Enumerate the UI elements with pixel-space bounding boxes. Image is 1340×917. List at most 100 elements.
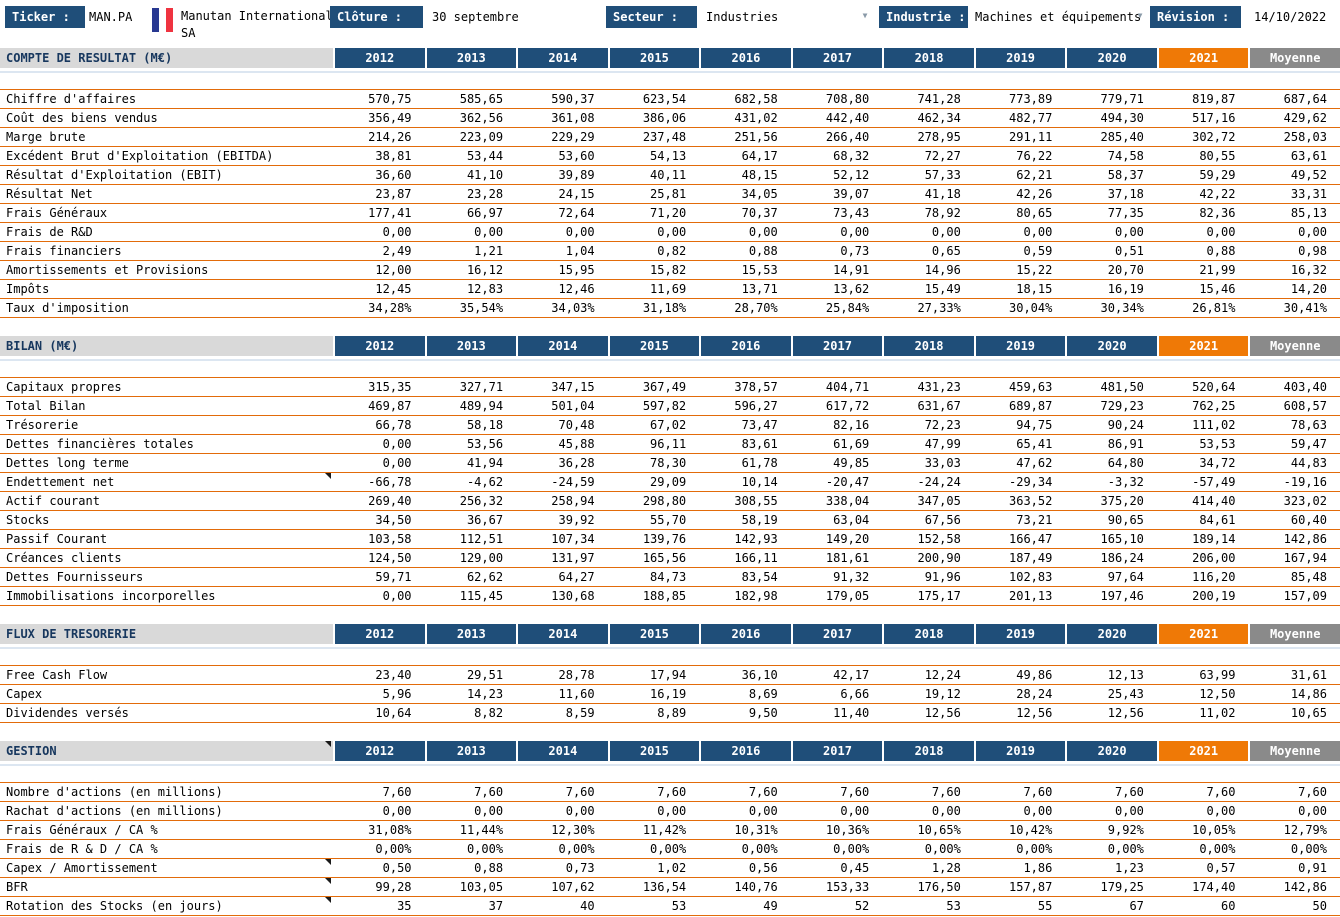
value-cell: 12,24 [924,668,961,682]
value-cell: 0,00 [1206,225,1236,239]
value-cell: 11,42% [642,823,687,837]
value-cell: 60,40 [1290,513,1327,527]
value-cell: 327,71 [459,380,504,394]
value-cell: 25,81 [650,187,687,201]
ticker-value: MAN.PA [89,10,133,24]
value-cell: 11,40 [833,706,870,720]
value-cell: 53,53 [1199,437,1236,451]
section-title: GESTION [0,741,333,761]
value-cell: 29,09 [650,475,687,489]
value-cell: 0,00 [1023,225,1053,239]
value-cell: 0,00 [382,456,412,470]
table-row: Frais Généraux 177,41 66,97 72,64 71,20 70,37… [0,204,1340,223]
value-cell: 0,00 [1115,225,1144,239]
value-cell: 0,00 [1115,804,1144,818]
value-cell: 37 [488,899,504,913]
value-cell: 291,11 [1009,130,1053,144]
value-cell: 124,50 [368,551,412,565]
value-cell: 129,00 [459,551,504,565]
section-divider [0,359,1340,361]
row-label: Amortissements et Provisions [6,263,209,277]
value-cell: 590,37 [551,92,595,106]
value-cell: 16,19 [650,687,687,701]
value-cell: 459,63 [1009,380,1053,394]
value-cell: 442,40 [825,111,870,125]
value-cell: 115,45 [459,589,504,603]
value-cell: 41,94 [466,456,504,470]
value-cell: 47,62 [1016,456,1053,470]
column-header: 2020 [1065,624,1157,644]
value-cell: 0,00 [565,225,595,239]
column-header: 2021 [1156,336,1249,356]
value-cell: 1,21 [474,244,504,258]
value-cell: 9,50 [748,706,778,720]
table-row: Capex 5,96 14,23 11,60 16,19 8,69 6,66 19,12 28,… [0,685,1340,704]
value-cell: 0,00 [748,225,778,239]
value-cell: 12,45 [375,282,412,296]
column-header: 2015 [607,741,700,761]
value-cell: 8,69 [748,687,778,701]
value-cell: 152,58 [917,532,961,546]
value-cell: 68,32 [833,149,870,163]
section-divider [0,764,1340,766]
value-cell: 7,60 [382,785,412,799]
value-cell: 15,49 [924,282,961,296]
row-label: Capitaux propres [6,380,122,394]
value-cell: 12,13 [1107,668,1144,682]
value-cell: 44,83 [1290,456,1327,470]
comment-marker-icon [325,878,331,884]
value-cell: 48,15 [741,168,778,182]
value-cell: 8,89 [657,706,687,720]
value-cell: 689,87 [1009,399,1053,413]
value-cell: 90,24 [1107,418,1144,432]
value-cell: 0,00 [657,804,687,818]
value-cell: 52 [854,899,870,913]
value-cell: 7,60 [657,785,687,799]
value-cell: 30,41% [1283,301,1327,315]
secteur-select[interactable]: Industries [706,10,779,24]
value-cell: 197,46 [1100,589,1144,603]
value-cell: 278,95 [917,130,961,144]
company-name: Manutan International SA [181,9,333,40]
value-cell: 0,00% [741,842,778,856]
value-cell: 29,51 [466,668,504,682]
value-cell: 414,40 [1192,494,1236,508]
column-header: 2021 [1156,624,1249,644]
row-label: Marge brute [6,130,86,144]
column-header: 2014 [516,48,608,68]
secteur-chevron-down-icon[interactable]: ▼ [862,11,868,20]
value-cell: 315,35 [368,380,412,394]
value-cell: 482,77 [1009,111,1053,125]
value-cell: 256,32 [459,494,504,508]
industrie-chevron-down-icon[interactable]: ▼ [1137,11,1143,20]
value-cell: 39,92 [558,513,595,527]
value-cell: 52,12 [833,168,870,182]
value-cell: 258,94 [551,494,595,508]
value-cell: 469,87 [368,399,412,413]
value-cell: 773,89 [1009,92,1053,106]
value-cell: 585,65 [459,92,504,106]
table-row: Free Cash Flow 23,40 29,51 28,78 17,94 36,10 4… [0,666,1340,685]
value-cell: 14,23 [466,687,504,701]
row-label: Capex [6,687,43,701]
row-label: Capex / Amortissement [0,859,333,877]
row-label: Coût des biens vendus [6,111,158,125]
value-cell: 165,56 [642,551,687,565]
value-cell: 1,02 [657,861,687,875]
value-cell: 41,18 [924,187,961,201]
value-cell: 708,80 [825,92,870,106]
value-cell: 16,32 [1290,263,1327,277]
value-cell: 103,05 [459,880,504,894]
section-header-row: FLUX DE TRESORERIE 2012 2013 2014 2015 2016 20… [0,624,1340,644]
value-cell: 34,50 [375,513,412,527]
value-cell: 53,56 [466,437,504,451]
value-cell: 28,70% [734,301,778,315]
value-cell: 298,80 [642,494,687,508]
value-cell: 153,33 [825,880,870,894]
row-label: Frais de R&D [6,225,93,239]
value-cell: 70,37 [741,206,778,220]
value-cell: 10,42% [1009,823,1053,837]
value-cell: 85,48 [1290,570,1327,584]
industrie-select[interactable]: Machines et équipements [975,10,1142,24]
value-cell: 0,00 [931,804,961,818]
